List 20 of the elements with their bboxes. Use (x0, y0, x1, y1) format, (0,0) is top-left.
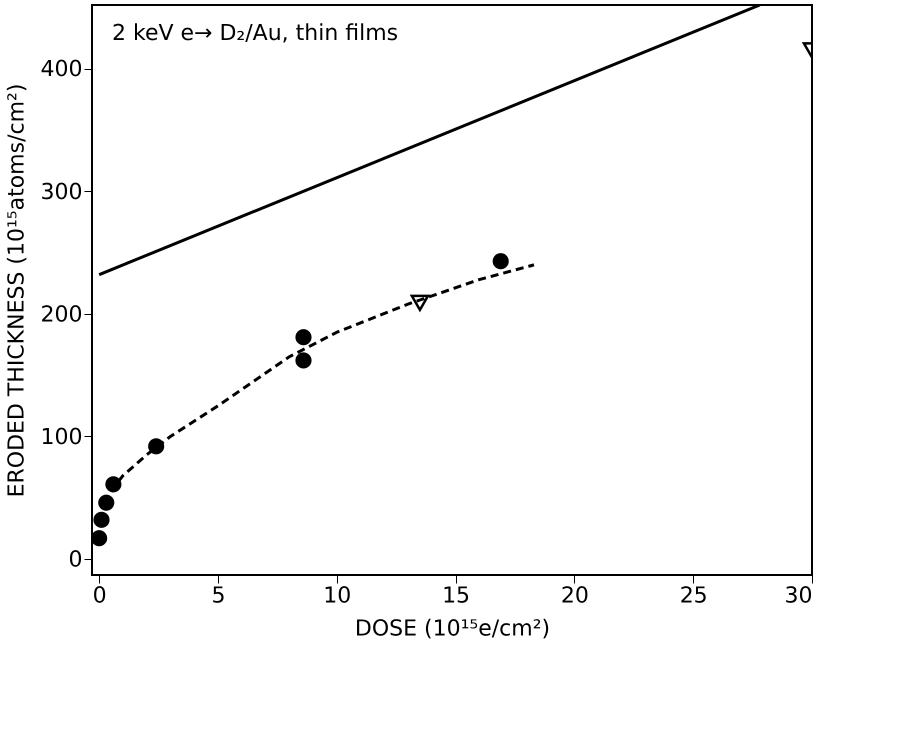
point (92, 530, 108, 546)
point (93, 512, 110, 528)
y-axis-title: ERODED THICKNESS (10¹⁵atoms/cm²) (4, 84, 30, 498)
x-tick-label: 30 (784, 584, 812, 608)
y-tick-label: 0 (68, 548, 82, 573)
y-tick-label: 400 (40, 57, 82, 82)
point (492, 253, 509, 270)
y-tick-label: 100 (40, 424, 82, 450)
x-tick-label: 25 (680, 584, 708, 608)
x-tick-label: 15 (442, 584, 470, 608)
annotation: 2 keV e→ D₂/Au, thin films (112, 21, 398, 46)
point (295, 329, 312, 346)
y-tick-label: 200 (40, 302, 82, 328)
x-axis-title: DOSE (10¹⁵e/cm²) (354, 616, 550, 642)
x-tick-label: 0 (92, 584, 107, 608)
x-tick-label: 5 (211, 584, 226, 608)
y-tick-label: 300 (40, 180, 82, 205)
x-tick-label: 10 (323, 584, 352, 608)
x-tick-label: 20 (560, 584, 589, 608)
point (295, 352, 312, 369)
